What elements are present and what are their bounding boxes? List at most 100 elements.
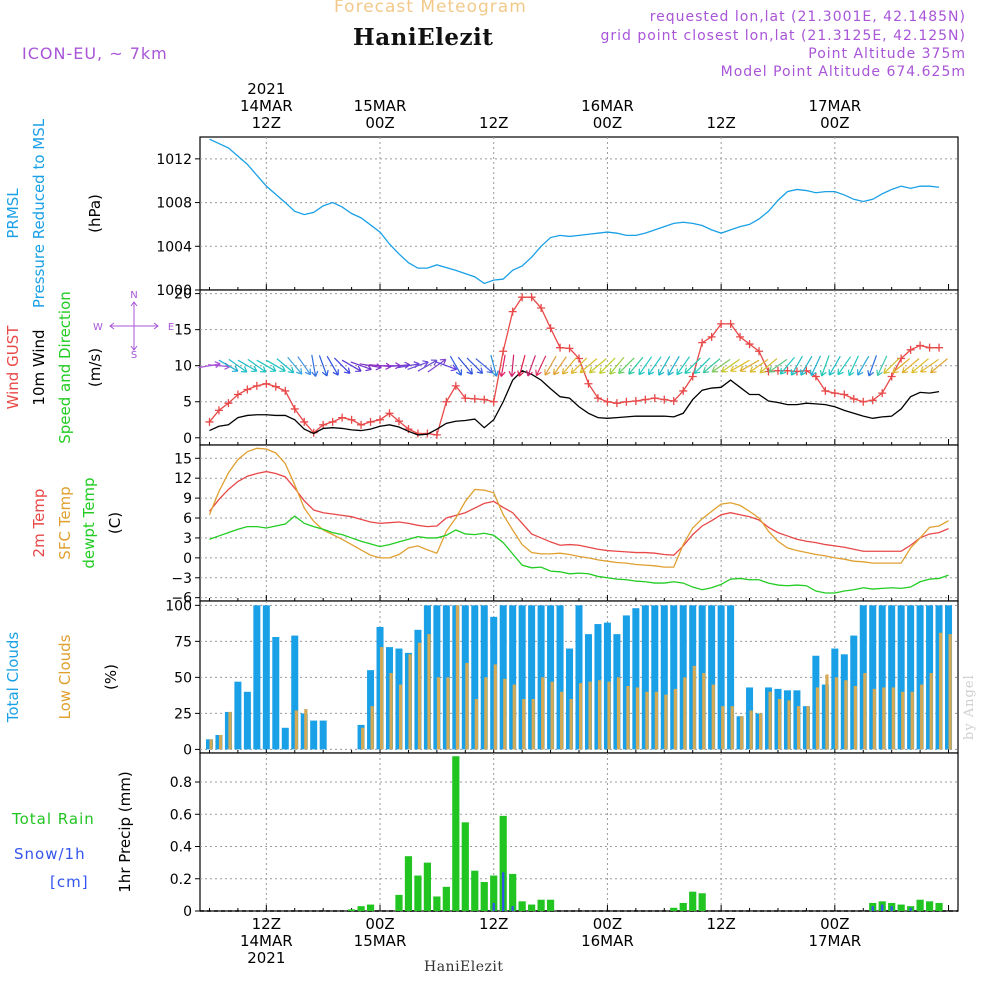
wind-arrow: [457, 356, 473, 375]
total-cloud-bar: [547, 605, 555, 750]
total-cloud-bar: [509, 605, 517, 750]
time-label: 12Z: [252, 915, 281, 933]
y-tick-label: −3: [171, 571, 192, 587]
gust-marker: [243, 385, 252, 394]
low-cloud-bar: [427, 634, 431, 750]
low-cloud-bar: [920, 684, 924, 750]
gust-marker: [252, 381, 261, 390]
y-tick-label: 20: [174, 287, 192, 303]
total-cloud-bar: [262, 605, 270, 750]
wind-arrow: [658, 355, 671, 376]
wind-arrow: [911, 358, 929, 374]
total-cloud-bar: [907, 605, 915, 750]
wind-arrow: [561, 356, 578, 375]
wind-arrow: [892, 358, 910, 374]
low-cloud-bar: [579, 683, 583, 750]
low-cloud-bar: [863, 673, 867, 750]
snow-bar: [890, 906, 893, 911]
y-tick-label: 1000: [156, 283, 192, 299]
total-cloud-bar: [878, 605, 886, 750]
low-cloud-bar: [891, 687, 895, 750]
total-cloud-bar: [243, 691, 251, 750]
wind-arrow: [628, 356, 644, 375]
gust-marker: [717, 319, 726, 328]
low-cloud-bar: [702, 673, 706, 750]
compass-north: N: [130, 290, 137, 301]
total-cloud-bar: [471, 605, 479, 750]
gust-marker: [650, 394, 659, 403]
snow-bar: [492, 902, 495, 911]
panel-1: 1000 1004 1008 1012: [156, 136, 959, 299]
precip-bars: [200, 756, 958, 912]
compass-arrows: [109, 301, 159, 351]
panel-label-line: SFC Temp: [56, 486, 74, 559]
gust-marker: [811, 372, 820, 381]
total-cloud-bar: [945, 605, 953, 750]
series-line: [208, 447, 949, 568]
y-tick-label: 0.8: [170, 775, 192, 791]
low-cloud-bar: [550, 681, 554, 750]
y-tick-label: 0: [183, 431, 192, 447]
time-label: 00Z: [593, 915, 622, 933]
rain-bar: [537, 899, 545, 911]
low-cloud-bar: [436, 677, 441, 750]
wind-arrow: [702, 358, 721, 374]
low-cloud-bar: [417, 642, 422, 750]
total-cloud-bar: [708, 605, 716, 750]
panel-label-line: Speed and Direction: [56, 291, 74, 444]
gust-marker: [546, 324, 555, 333]
y-tick-label: 1008: [156, 196, 192, 212]
y-tick-label: 12: [174, 471, 192, 487]
y-tick-label: 0: [183, 551, 192, 567]
low-cloud-bar: [654, 691, 659, 750]
precip-side-labels: Total Rain Snow/1h [cm]: [11, 810, 94, 891]
wind-arrow: [749, 358, 769, 373]
gust-marker: [878, 389, 887, 398]
panel-label-line: Total Clouds: [4, 632, 22, 724]
time-label: 12Z: [252, 114, 281, 132]
gust-marker: [262, 379, 271, 388]
low-cloud-bar: [560, 691, 564, 750]
low-cloud-bar: [777, 698, 782, 750]
point-altitude: Point Altitude 375m: [808, 46, 966, 62]
wind-arrow: [790, 355, 803, 376]
rain-bar: [670, 907, 678, 911]
time-label: 12Z: [479, 114, 508, 132]
gust-marker: [698, 338, 707, 347]
time-label: 16MAR: [581, 97, 634, 115]
low-cloud-bar: [398, 684, 403, 750]
wind-arrow: [684, 357, 701, 375]
wind-arrow: [588, 358, 607, 374]
total-cloud-bar: [660, 605, 668, 750]
panel-label-line: (%): [102, 664, 120, 690]
low-cloud-bar: [607, 681, 611, 750]
total-cloud-bar: [300, 713, 308, 750]
low-cloud-bar: [929, 673, 933, 750]
wind-arrow: [711, 358, 731, 373]
total-cloud-bar: [755, 713, 763, 750]
low-cloud-bar: [522, 698, 526, 750]
compass-south: S: [131, 350, 137, 361]
compass-indicator: N S W E: [93, 290, 174, 361]
total-cloud-bar: [897, 605, 905, 750]
rain-bar: [366, 904, 375, 911]
panel-label-line: Pressure Reduced to MSL: [30, 118, 48, 308]
panel-3: −6 −3 0 3 6 9 12 15: [171, 444, 959, 607]
y-tick-label: 0.6: [170, 807, 192, 823]
wind-arrow: [930, 358, 948, 374]
low-cloud-bar: [796, 706, 801, 750]
total-cloud-bar: [319, 720, 327, 750]
rain-bar: [395, 894, 403, 911]
y-tick-label: 0: [183, 742, 192, 758]
wind-arrow: [256, 359, 277, 372]
wind-arrow: [237, 359, 258, 372]
total-cloud-bar: [281, 727, 289, 750]
gust-marker: [906, 345, 915, 354]
gust-marker: [868, 396, 877, 405]
time-label: 17MAR: [808, 932, 861, 950]
low-cloud-bar: [910, 691, 914, 750]
gust-marker: [707, 332, 716, 341]
gust-marker: [224, 399, 233, 408]
